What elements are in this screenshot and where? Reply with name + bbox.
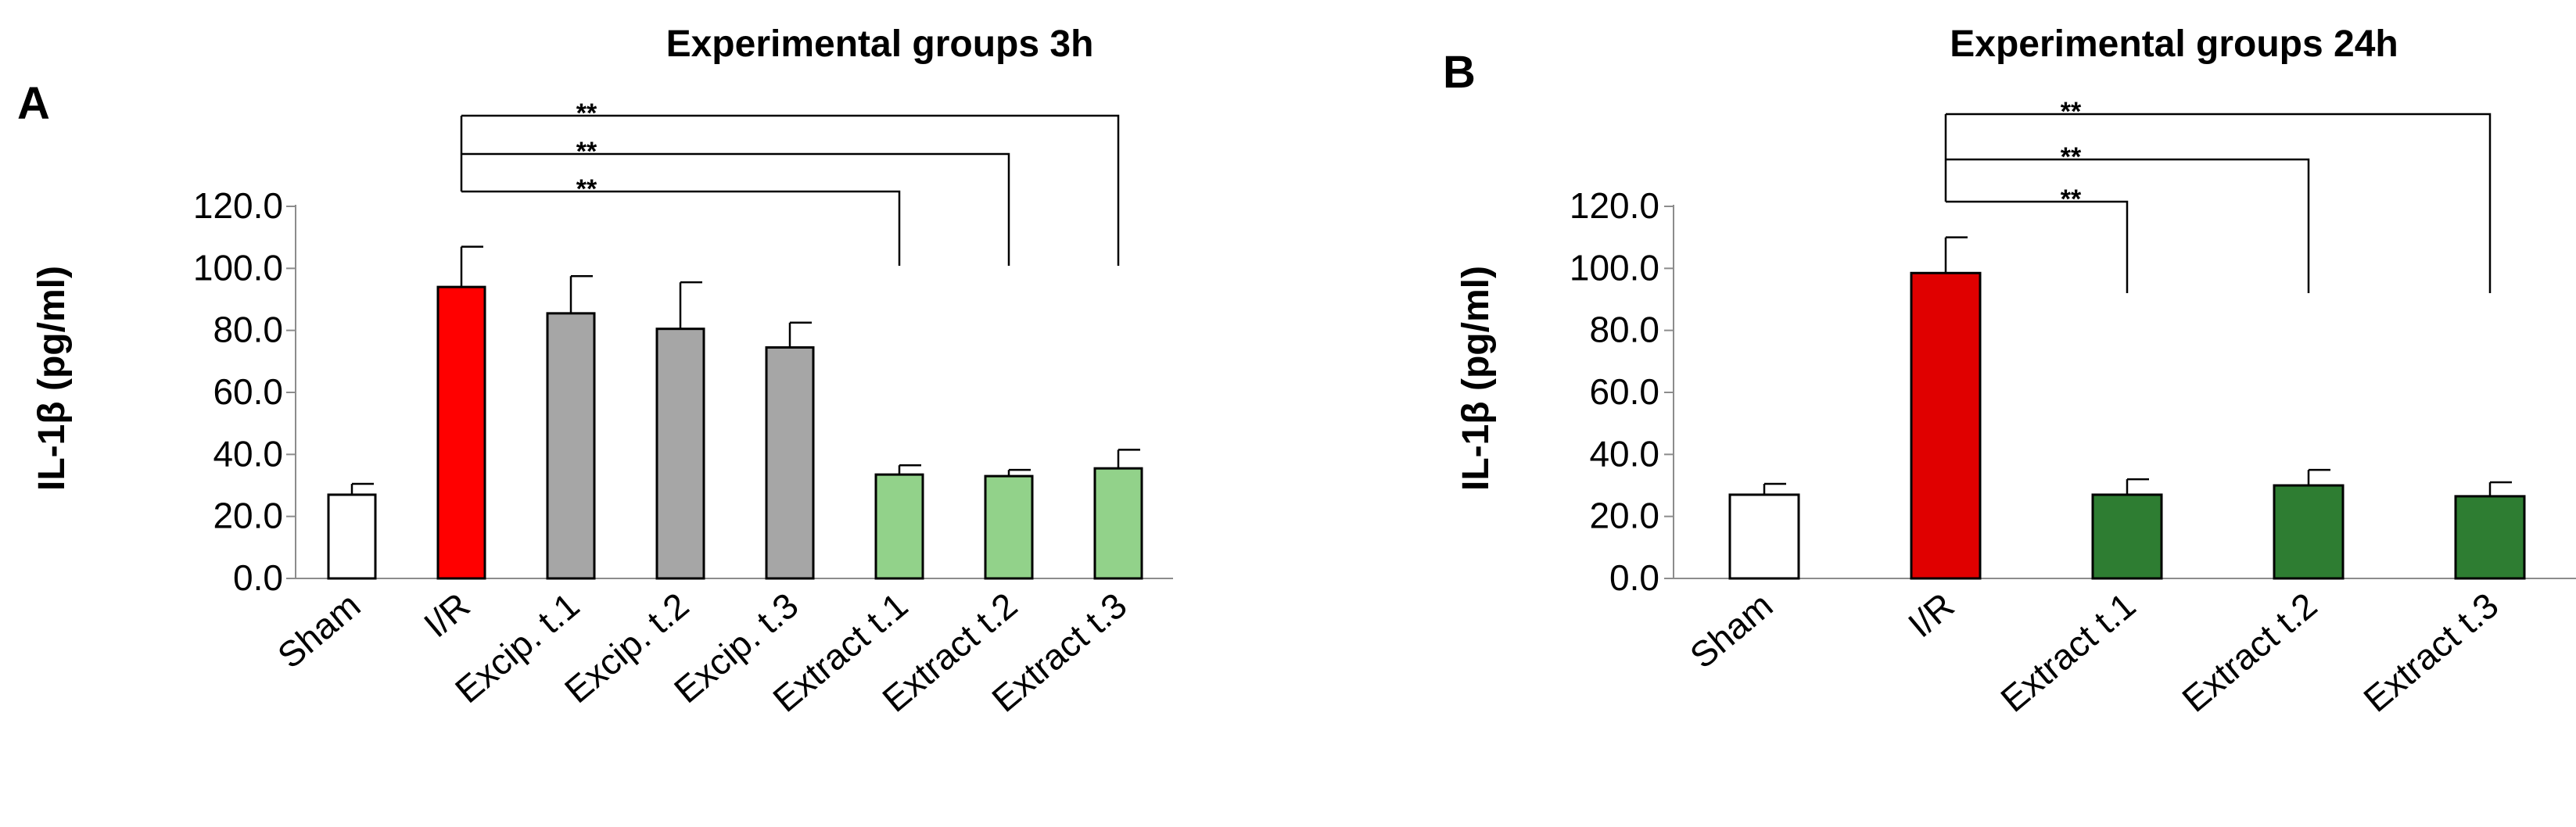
y-axis-label-a: IL-1β (pg/ml) xyxy=(31,266,73,491)
y-tick-label: 100.0 xyxy=(1570,247,1659,288)
y-tick-labels-b: 0.0 20.0 40.0 60.0 80.0 100.0 120.0 xyxy=(1570,185,1659,598)
y-tick-label: 0.0 xyxy=(1609,557,1659,598)
significance-label: ** xyxy=(2061,184,2082,214)
y-tick-label: 120.0 xyxy=(193,185,283,226)
panel-letter-b: B xyxy=(1443,47,1476,98)
y-tick-label: 60.0 xyxy=(213,371,283,412)
chart-title-b: Experimental groups 24h xyxy=(1950,23,2398,65)
y-tick-label: 0.0 xyxy=(233,557,283,598)
y-tick-label: 20.0 xyxy=(1589,496,1659,536)
significance-label: ** xyxy=(2061,97,2082,127)
y-tick-label: 20.0 xyxy=(213,496,283,536)
bar xyxy=(655,328,705,580)
significance-label: ** xyxy=(576,98,597,128)
bar xyxy=(1093,467,1143,580)
bar xyxy=(2454,495,2526,580)
bar xyxy=(327,493,377,580)
significance-bracket xyxy=(1946,158,2310,293)
bar xyxy=(1728,493,1800,580)
bar xyxy=(765,345,815,580)
x-tick-labels-b: Sham I/R Extract t.1 Extract t.2 Extract t.3 xyxy=(1682,585,2506,720)
significance-brackets-b: ** ** ** xyxy=(1944,97,2492,293)
bar xyxy=(1910,271,1982,580)
bar xyxy=(2273,484,2345,580)
y-tick-label: 40.0 xyxy=(213,433,283,474)
y-tick-label: 40.0 xyxy=(1589,433,1659,474)
significance-brackets-a: ** ** ** xyxy=(460,98,1120,266)
bar xyxy=(436,285,486,580)
y-tick-label: 80.0 xyxy=(1589,310,1659,350)
significance-label: ** xyxy=(2061,142,2082,172)
x-tick-label: Excip. t.2 xyxy=(557,585,696,711)
x-tick-label: Sham xyxy=(270,585,368,676)
significance-bracket xyxy=(1946,200,2129,293)
x-tick-label: I/R xyxy=(1900,585,1961,646)
bars-b xyxy=(1728,236,2526,580)
x-tick-label: Extract t.3 xyxy=(2355,585,2506,720)
panel-b: B Experimental groups 24h IL-1β (pg/ml) … xyxy=(1443,23,2576,720)
x-tick-label: Extract t.2 xyxy=(2174,585,2324,720)
bar xyxy=(546,312,596,580)
significance-label: ** xyxy=(576,174,597,204)
significance-bracket xyxy=(1946,113,2492,293)
y-tick-label: 80.0 xyxy=(213,310,283,350)
y-tick-label: 100.0 xyxy=(193,247,283,288)
bar xyxy=(2091,493,2163,580)
panel-letter-a: A xyxy=(17,78,50,129)
chart-title-a: Experimental groups 3h xyxy=(666,23,1094,65)
x-tick-label: I/R xyxy=(416,585,477,646)
axes-a xyxy=(286,205,1173,579)
bar xyxy=(874,473,924,580)
y-axis-label-b: IL-1β (pg/ml) xyxy=(1455,266,1497,491)
bars-a xyxy=(327,245,1143,580)
y-tick-label: 120.0 xyxy=(1570,185,1659,226)
x-tick-label: Sham xyxy=(1682,585,1780,676)
significance-label: ** xyxy=(576,137,597,166)
x-tick-label: Extract t.1 xyxy=(1993,585,2143,720)
significance-bracket xyxy=(461,190,901,266)
x-tick-label: Excip. t.1 xyxy=(447,585,587,711)
significance-bracket xyxy=(461,114,1120,266)
significance-bracket xyxy=(461,152,1010,266)
y-tick-labels-a: 0.0 20.0 40.0 60.0 80.0 100.0 120.0 xyxy=(193,185,283,598)
bar xyxy=(984,474,1034,580)
panel-a: A Experimental groups 3h IL-1β (pg/ml) *… xyxy=(17,23,1173,720)
y-tick-label: 60.0 xyxy=(1589,371,1659,412)
